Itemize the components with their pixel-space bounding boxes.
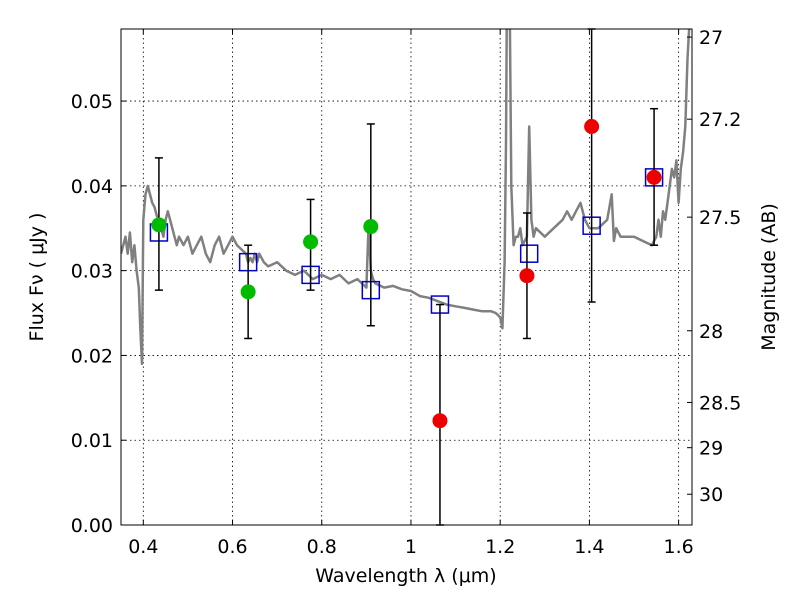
x-tick-label: 1.4 bbox=[574, 536, 604, 558]
x-axis-label: Wavelength λ (μm) bbox=[315, 565, 496, 587]
right-tick-label: 28.5 bbox=[699, 392, 741, 414]
right-tick-label: 30 bbox=[699, 484, 723, 506]
x-tick-label: 0.6 bbox=[217, 536, 247, 558]
right-tick-label: 27.2 bbox=[699, 109, 741, 131]
right-tick-label: 29 bbox=[699, 438, 723, 460]
x-tick-label: 1.6 bbox=[664, 536, 694, 558]
model-spectrum-line bbox=[121, 29, 691, 366]
x-tick-label: 0.4 bbox=[128, 536, 158, 558]
y-tick-label: 0.04 bbox=[71, 176, 113, 198]
plot-background bbox=[121, 29, 692, 525]
y-tick-label: 0.03 bbox=[71, 261, 113, 283]
x-tick-label: 0.8 bbox=[307, 536, 337, 558]
ticks-layer: 0.4 0.6 0.8 1 1.2 1.4 1.6 0.00 0.01 0.02 0.03 0.04 0… bbox=[71, 27, 742, 558]
errorbar-layer bbox=[151, 28, 662, 526]
photometry-point bbox=[240, 284, 256, 300]
model-flux-square bbox=[519, 244, 539, 263]
photometry-point bbox=[303, 234, 319, 250]
right-tick-label: 28 bbox=[699, 321, 723, 343]
y-tick-label: 0.05 bbox=[71, 91, 113, 113]
right-tick-label: 27.5 bbox=[699, 207, 741, 229]
photometry-point bbox=[432, 413, 448, 429]
y-axis-label-right: Magnitude (AB) bbox=[758, 203, 780, 351]
photometry-point bbox=[363, 219, 379, 235]
y-axis-label-left: Flux Fν ( μJy ) bbox=[26, 213, 48, 342]
photometry-point bbox=[646, 169, 662, 185]
photometry-point bbox=[584, 119, 600, 135]
y-tick-label: 0.01 bbox=[71, 430, 113, 452]
x-tick-label: 1.2 bbox=[485, 536, 515, 558]
photometry-point bbox=[151, 217, 167, 233]
y-tick-label: 0.02 bbox=[71, 345, 113, 367]
y-tick-label: 0.00 bbox=[71, 515, 113, 537]
plot-frame bbox=[120, 28, 693, 526]
right-tick-label: 27 bbox=[699, 27, 723, 49]
photometry-point bbox=[519, 268, 535, 284]
x-tick-label: 1 bbox=[405, 536, 417, 558]
